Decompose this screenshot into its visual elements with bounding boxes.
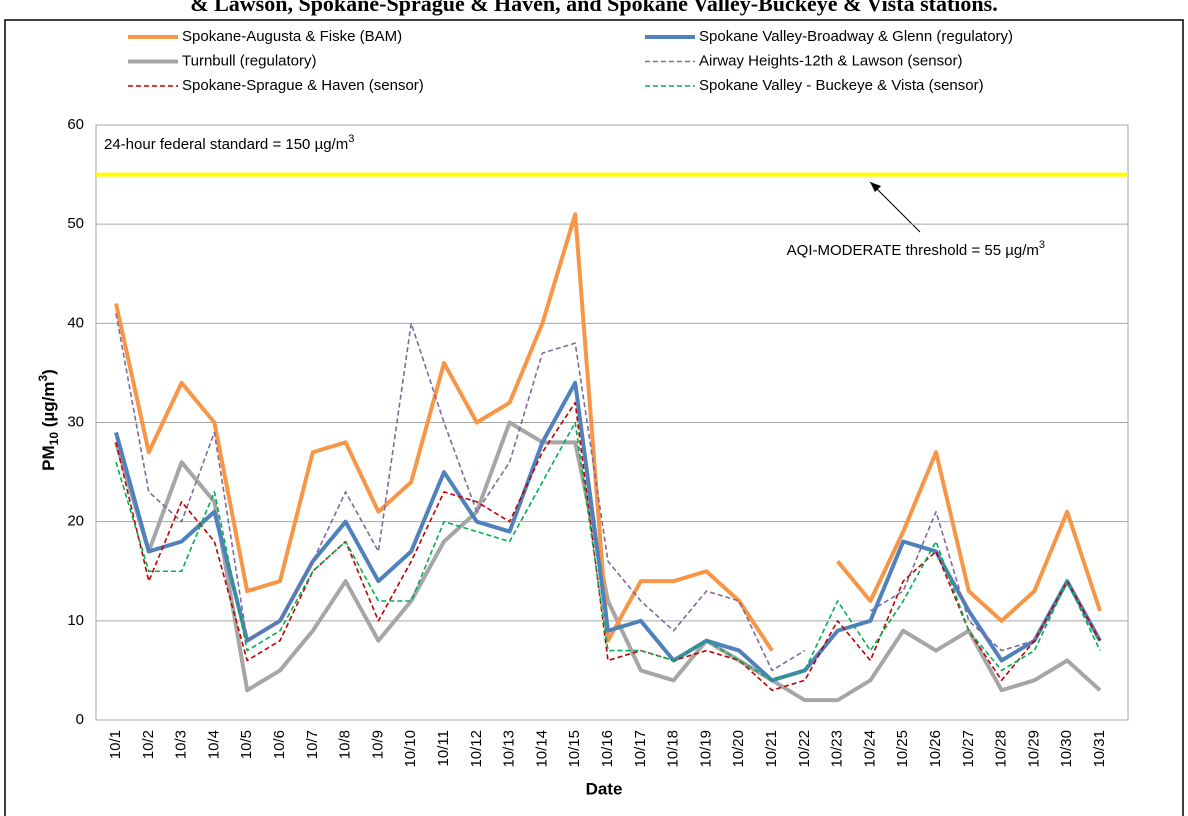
annotation: 24-hour federal standard = 150 µg/m3 — [104, 133, 354, 153]
x-tick-label: 10/26 — [927, 730, 944, 768]
x-tick-label: 10/9 — [369, 730, 386, 759]
x-tick-label: 10/2 — [140, 730, 157, 759]
chart-title: & Lawson, Spokane-Sprague & Haven, and S… — [190, 0, 997, 16]
x-tick-label: 10/29 — [1025, 730, 1042, 768]
x-tick-label: 10/22 — [796, 730, 813, 768]
x-tick-label: 10/20 — [730, 730, 747, 768]
x-tick-label: 10/25 — [894, 730, 911, 768]
legend-label: Spokane Valley-Broadway & Glenn (regulat… — [699, 28, 1013, 45]
y-axis-title: PM10 (µg/m3) — [36, 369, 61, 471]
x-tick-label: 10/28 — [993, 730, 1010, 768]
x-tick-label: 10/10 — [402, 730, 419, 768]
y-tick-label: 50 — [67, 215, 84, 232]
x-tick-label: 10/5 — [238, 730, 255, 759]
x-tick-label: 10/11 — [435, 730, 452, 766]
y-title-rest: (µg/m — [39, 382, 58, 432]
x-tick-label: 10/18 — [665, 730, 682, 768]
y-tick-label: 0 — [76, 711, 84, 728]
legend-label: Spokane Valley - Buckeye & Vista (sensor… — [699, 77, 984, 94]
x-tick-label: 10/30 — [1058, 730, 1075, 768]
annotation: AQI-MODERATE threshold = 55 µg/m3 — [787, 239, 1045, 259]
x-tick-label: 10/1 — [107, 730, 124, 759]
x-tick-label: 10/15 — [566, 730, 583, 768]
x-tick-label: 10/8 — [337, 730, 354, 759]
annotation-sup: 3 — [1039, 239, 1045, 251]
series-line — [115, 313, 806, 672]
arrow-head — [870, 182, 881, 192]
x-tick-label: 10/27 — [960, 730, 977, 768]
y-title-sup: 3 — [36, 375, 50, 382]
x-tick-label: 10/13 — [501, 730, 518, 768]
series-line — [115, 421, 1101, 682]
y-title-sub: 10 — [47, 432, 61, 446]
annotation-text: 24-hour federal standard = 150 µg/m — [104, 136, 348, 153]
legend-label: Turnbull (regulatory) — [182, 52, 317, 69]
y-tick-label: 20 — [67, 513, 84, 530]
y-tick-label: 10 — [67, 612, 84, 629]
x-axis-title: Date — [586, 779, 623, 798]
x-tick-label: 10/6 — [271, 730, 288, 759]
y-tick-label: 60 — [67, 116, 84, 133]
series-line — [114, 420, 1102, 703]
series-line — [836, 450, 1102, 623]
series-line — [869, 510, 1101, 652]
x-tick-label: 10/31 — [1091, 730, 1108, 768]
x-tick-label: 10/19 — [697, 730, 714, 768]
series-line — [115, 401, 1101, 692]
y-tick-label: 30 — [67, 413, 84, 430]
x-tick-label: 10/7 — [304, 730, 321, 759]
legend-label: Airway Heights-12th & Lawson (sensor) — [699, 52, 962, 69]
y-tick-label: 40 — [67, 314, 84, 331]
legend-label: Spokane-Augusta & Fiske (BAM) — [182, 28, 402, 45]
x-tick-label: 10/14 — [533, 730, 550, 768]
y-title-end: ) — [39, 369, 58, 375]
annotation-text: AQI-MODERATE threshold = 55 µg/m — [787, 242, 1039, 259]
series-line — [114, 212, 774, 652]
x-tick-label: 10/24 — [861, 730, 878, 768]
x-tick-label: 10/4 — [205, 730, 222, 759]
chart-frame — [4, 19, 1184, 816]
x-tick-label: 10/23 — [829, 730, 846, 768]
x-tick-label: 10/12 — [468, 730, 485, 768]
x-tick-label: 10/21 — [763, 730, 780, 768]
y-title-main: PM — [39, 445, 58, 471]
x-tick-label: 10/3 — [173, 730, 190, 759]
legend-label: Spokane-Sprague & Haven (sensor) — [182, 77, 424, 94]
x-tick-label: 10/17 — [632, 730, 649, 768]
annotation-sup: 3 — [348, 133, 354, 145]
x-tick-label: 10/16 — [599, 730, 616, 768]
